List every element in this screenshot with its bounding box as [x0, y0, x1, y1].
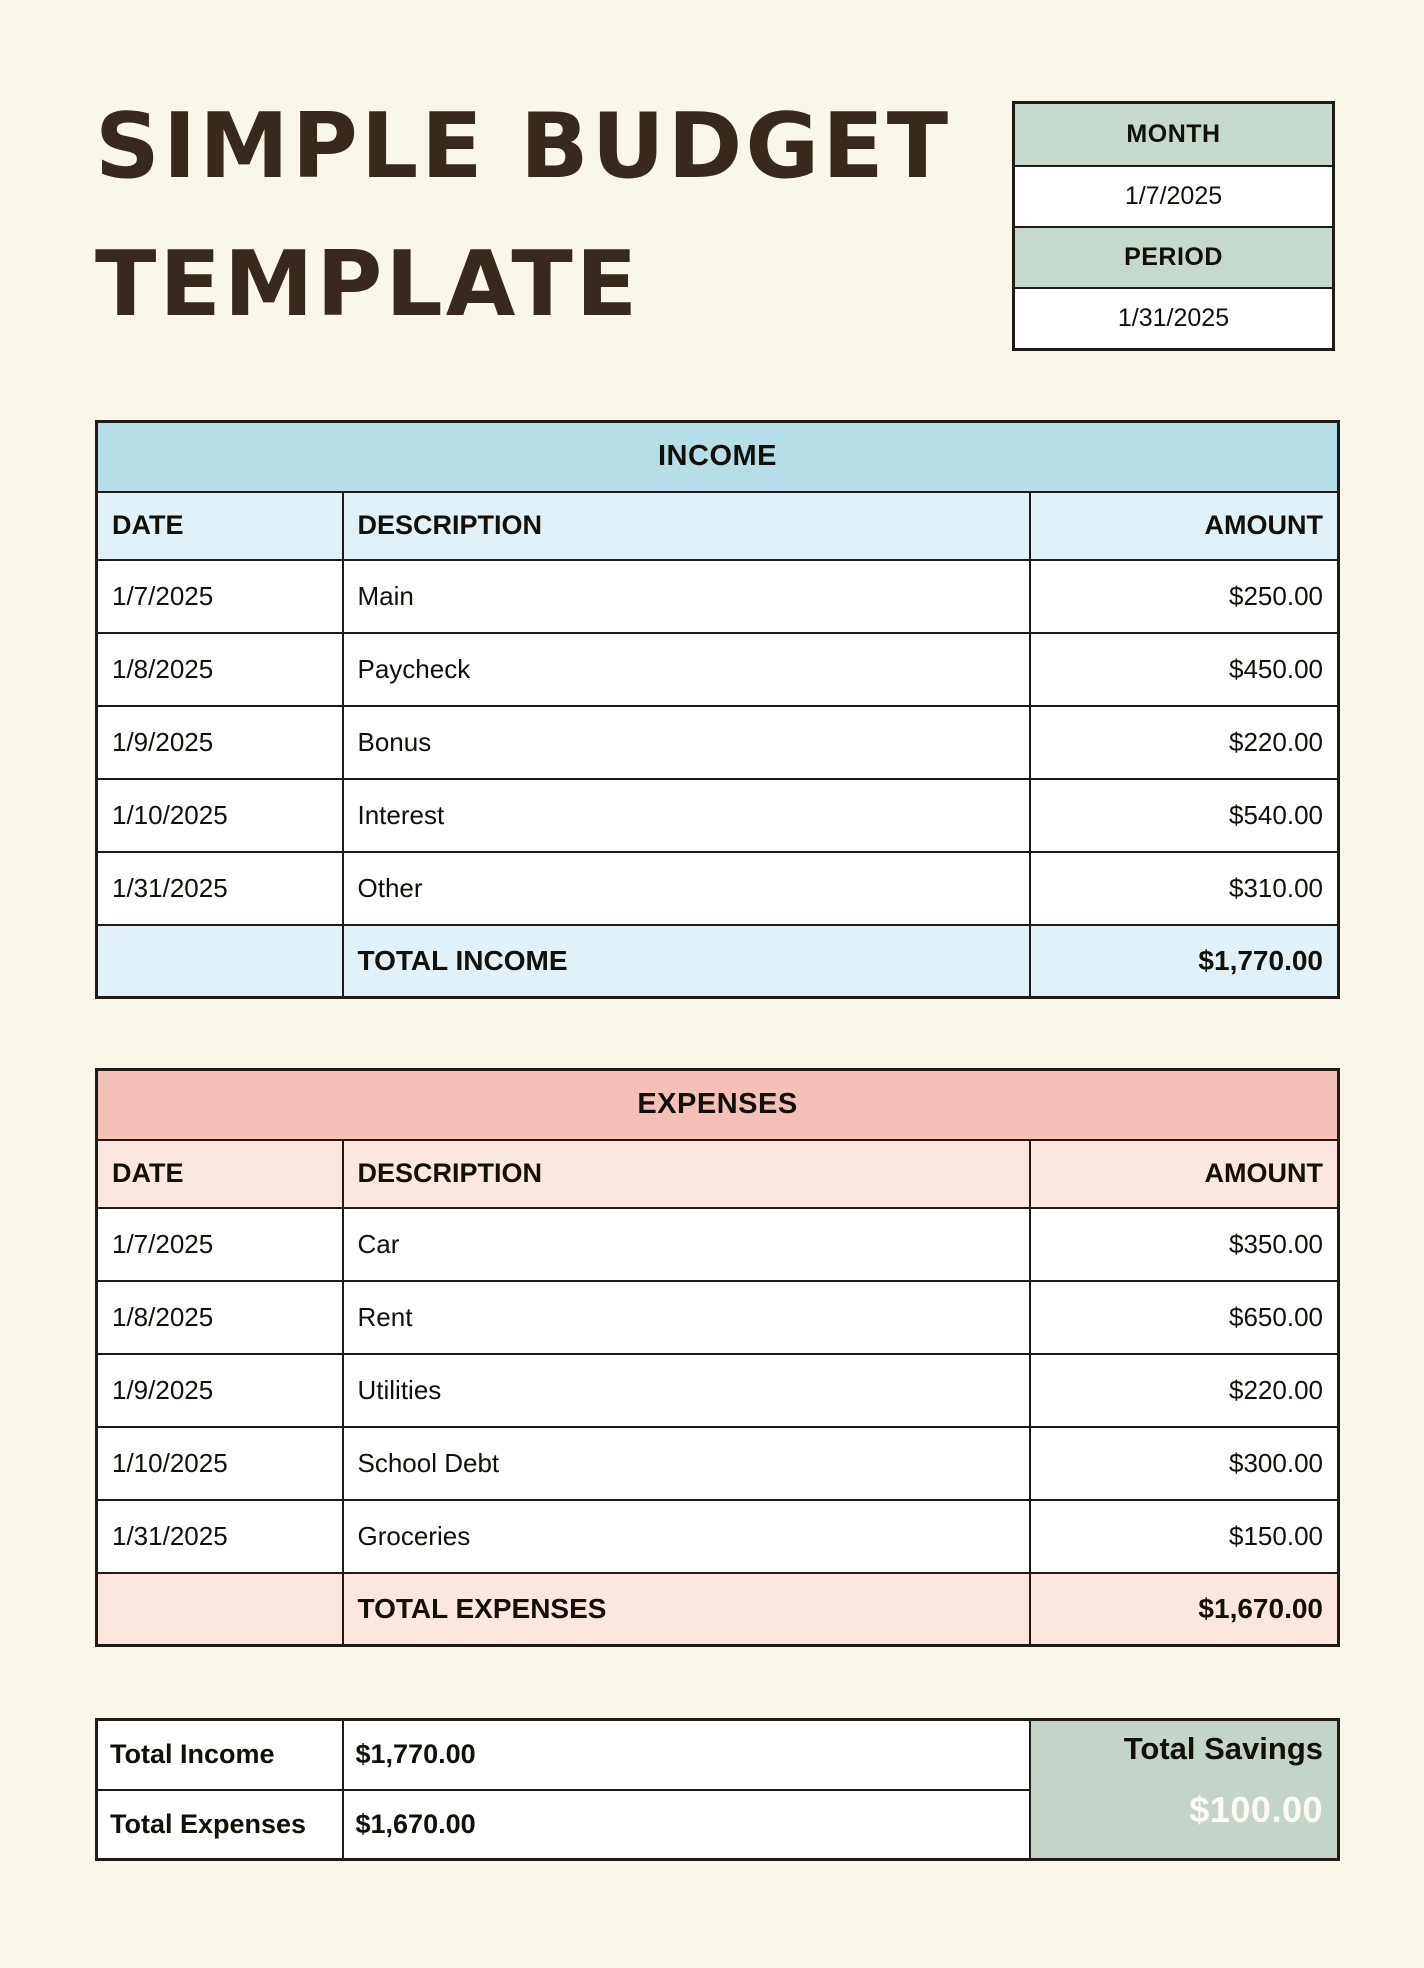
expenses-col-description: DESCRIPTION [341, 1138, 1031, 1209]
income-date-cell[interactable]: 1/9/2025 [95, 704, 344, 780]
page-title-line1: SIMPLE BUDGET [95, 94, 952, 199]
income-amount-cell[interactable]: $220.00 [1028, 704, 1340, 780]
income-row: 1/7/2025 Main $250.00 [95, 558, 1340, 634]
income-total-amount: $1,770.00 [1028, 923, 1340, 999]
income-col-amount: AMOUNT [1028, 490, 1340, 561]
expenses-date-cell[interactable]: 1/8/2025 [95, 1279, 344, 1355]
expenses-amount-cell[interactable]: $300.00 [1028, 1425, 1340, 1501]
expenses-description-cell[interactable]: School Debt [341, 1425, 1031, 1501]
month-period-box: MONTH 1/7/2025 PERIOD 1/31/2025 [1012, 101, 1335, 351]
expenses-description-cell[interactable]: Utilities [341, 1352, 1031, 1428]
page-title: SIMPLE BUDGET TEMPLATE [95, 78, 951, 354]
income-total-spacer [95, 923, 344, 999]
page-title-line2: TEMPLATE [95, 232, 641, 337]
income-date-cell[interactable]: 1/10/2025 [95, 777, 344, 853]
income-amount-cell[interactable]: $540.00 [1028, 777, 1340, 853]
expenses-section-title: EXPENSES [95, 1068, 1340, 1141]
expenses-row: 1/8/2025 Rent $650.00 [95, 1279, 1340, 1355]
income-description-cell[interactable]: Other [341, 850, 1031, 926]
expenses-date-cell[interactable]: 1/31/2025 [95, 1498, 344, 1574]
expenses-row: 1/7/2025 Car $350.00 [95, 1206, 1340, 1282]
income-row: 1/8/2025 Paycheck $450.00 [95, 631, 1340, 707]
expenses-amount-cell[interactable]: $650.00 [1028, 1279, 1340, 1355]
month-value-cell[interactable]: 1/7/2025 [1015, 165, 1332, 226]
expenses-amount-cell[interactable]: $350.00 [1028, 1206, 1340, 1282]
expenses-date-cell[interactable]: 1/9/2025 [95, 1352, 344, 1428]
summary-total-expenses-label: Total Expenses [95, 1788, 344, 1861]
expenses-description-cell[interactable]: Groceries [341, 1498, 1031, 1574]
expenses-description-cell[interactable]: Rent [341, 1279, 1031, 1355]
income-row: 1/31/2025 Other $310.00 [95, 850, 1340, 926]
income-description-cell[interactable]: Main [341, 558, 1031, 634]
income-row: 1/10/2025 Interest $540.00 [95, 777, 1340, 853]
income-row: 1/9/2025 Bonus $220.00 [95, 704, 1340, 780]
month-label: MONTH [1015, 104, 1332, 165]
income-amount-cell[interactable]: $250.00 [1028, 558, 1340, 634]
expenses-amount-cell[interactable]: $220.00 [1028, 1352, 1340, 1428]
expenses-amount-cell[interactable]: $150.00 [1028, 1498, 1340, 1574]
expenses-description-cell[interactable]: Car [341, 1206, 1031, 1282]
income-date-cell[interactable]: 1/8/2025 [95, 631, 344, 707]
income-description-cell[interactable]: Bonus [341, 704, 1031, 780]
period-label: PERIOD [1015, 226, 1332, 287]
income-description-cell[interactable]: Interest [341, 777, 1031, 853]
summary-total-income-label: Total Income [95, 1718, 344, 1791]
expenses-col-amount: AMOUNT [1028, 1138, 1340, 1209]
expenses-row: 1/9/2025 Utilities $220.00 [95, 1352, 1340, 1428]
income-date-cell[interactable]: 1/7/2025 [95, 558, 344, 634]
summary-table: Total Income $1,770.00 Total Savings $10… [95, 1718, 1340, 1861]
income-table: INCOME DATE DESCRIPTION AMOUNT 1/7/2025 … [95, 420, 1340, 999]
summary-total-expenses-value: $1,670.00 [341, 1788, 1031, 1861]
expenses-total-label: TOTAL EXPENSES [341, 1571, 1031, 1647]
summary-row-income: Total Income $1,770.00 Total Savings $10… [95, 1718, 1340, 1861]
total-savings-box: Total Savings $100.00 [1028, 1718, 1340, 1861]
income-total-label: TOTAL INCOME [341, 923, 1031, 999]
total-savings-value: $100.00 [1189, 1789, 1323, 1830]
income-total-row: TOTAL INCOME $1,770.00 [95, 923, 1340, 999]
income-col-date: DATE [95, 490, 344, 561]
summary-total-income-value: $1,770.00 [341, 1718, 1031, 1791]
expenses-row: 1/10/2025 School Debt $300.00 [95, 1425, 1340, 1501]
income-amount-cell[interactable]: $310.00 [1028, 850, 1340, 926]
total-savings-label: Total Savings [1123, 1731, 1323, 1766]
income-date-cell[interactable]: 1/31/2025 [95, 850, 344, 926]
expenses-date-cell[interactable]: 1/7/2025 [95, 1206, 344, 1282]
period-value-cell[interactable]: 1/31/2025 [1015, 287, 1332, 348]
income-amount-cell[interactable]: $450.00 [1028, 631, 1340, 707]
income-col-description: DESCRIPTION [341, 490, 1031, 561]
expenses-row: 1/31/2025 Groceries $150.00 [95, 1498, 1340, 1574]
income-section-title: INCOME [95, 420, 1340, 493]
expenses-total-row: TOTAL EXPENSES $1,670.00 [95, 1571, 1340, 1647]
expenses-col-date: DATE [95, 1138, 344, 1209]
income-description-cell[interactable]: Paycheck [341, 631, 1031, 707]
expenses-total-spacer [95, 1571, 344, 1647]
expenses-date-cell[interactable]: 1/10/2025 [95, 1425, 344, 1501]
summary-row-expenses: Total Expenses $1,670.00 [95, 1788, 1339, 1861]
expenses-table: EXPENSES DATE DESCRIPTION AMOUNT 1/7/202… [95, 1068, 1340, 1647]
expenses-total-amount: $1,670.00 [1028, 1571, 1340, 1647]
